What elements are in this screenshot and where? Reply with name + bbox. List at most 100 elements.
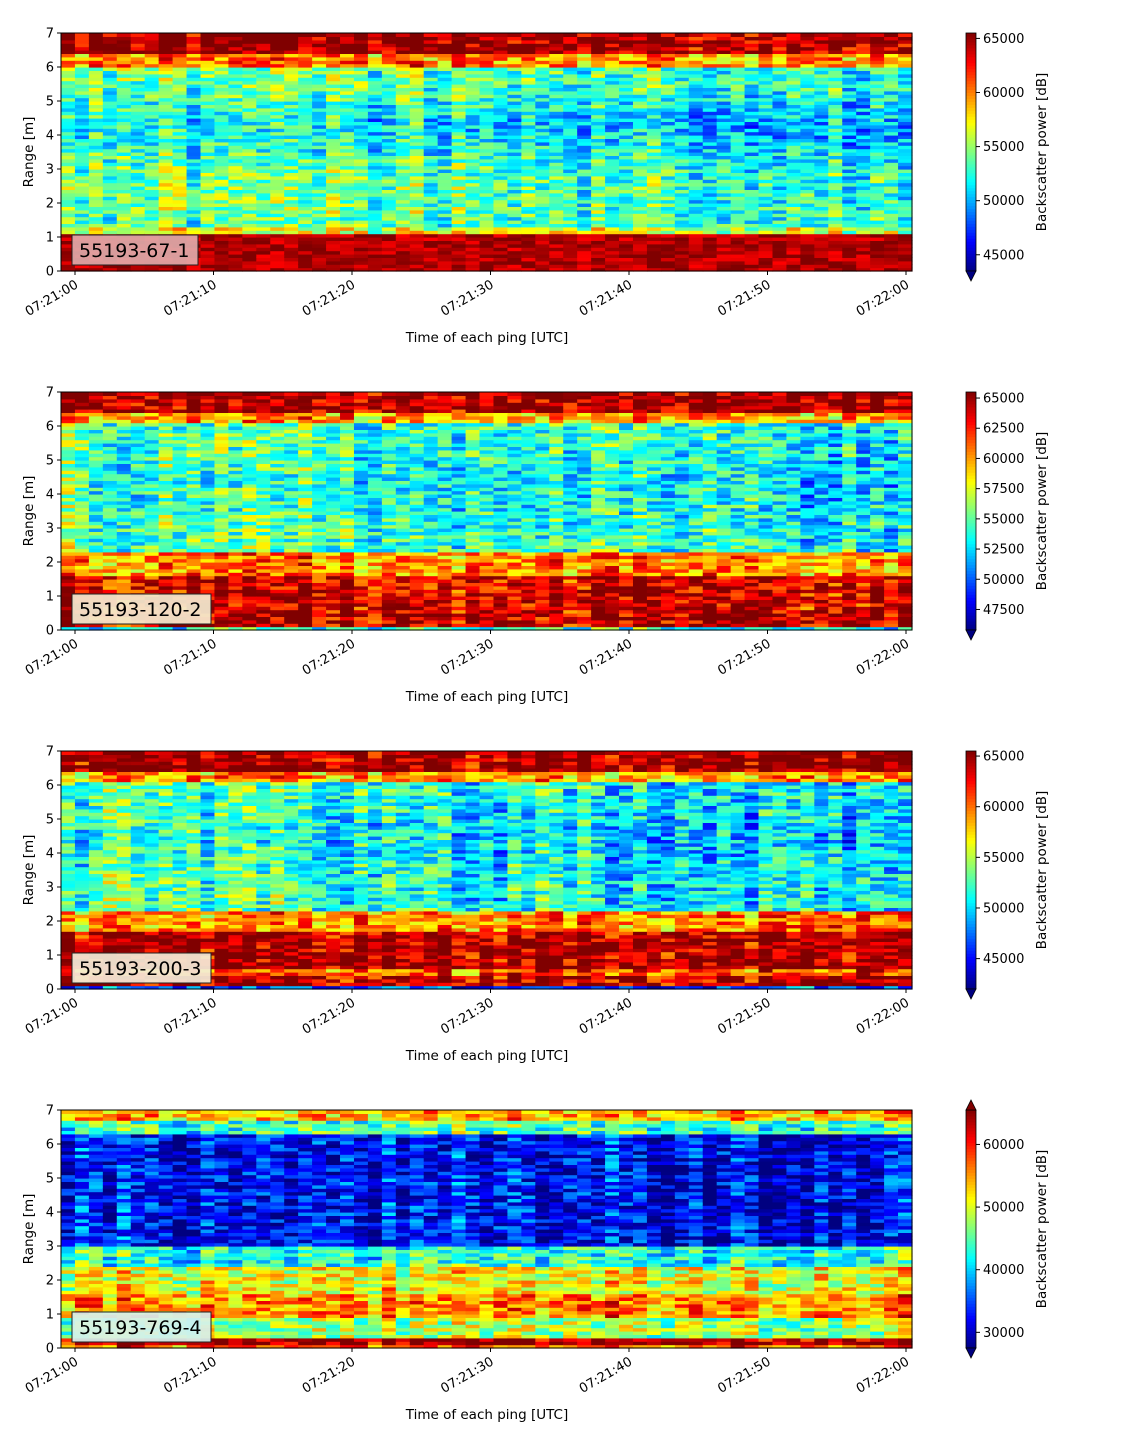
heatmap-cell: [61, 419, 76, 423]
heatmap-cell: [340, 264, 355, 268]
heatmap-cell: [842, 251, 857, 255]
heatmap-cell: [354, 159, 369, 163]
heatmap-cell: [689, 183, 704, 187]
heatmap-cell: [438, 210, 453, 214]
heatmap-cell: [452, 217, 467, 221]
heatmap-cell: [424, 176, 439, 180]
heatmap-cell: [424, 33, 439, 37]
heatmap-cell: [535, 227, 550, 231]
colorbar-segment: [966, 259, 976, 262]
heatmap-cell: [75, 33, 90, 37]
heatmap-cell: [368, 251, 383, 255]
heatmap-cell: [800, 132, 815, 136]
heatmap-cell: [856, 159, 871, 163]
heatmap-cell: [214, 217, 229, 221]
heatmap-cell: [298, 227, 313, 231]
heatmap-cell: [75, 436, 90, 440]
heatmap-cell: [703, 33, 718, 37]
heatmap-cell: [842, 176, 857, 180]
heatmap-cell: [577, 149, 592, 153]
heatmap-cell: [675, 210, 690, 214]
heatmap-cell: [856, 251, 871, 255]
heatmap-cell: [661, 132, 676, 136]
heatmap-cell: [870, 200, 885, 204]
heatmap-cell: [396, 193, 411, 197]
heatmap-cell: [772, 217, 787, 221]
heatmap-cell: [214, 264, 229, 268]
heatmap-cell: [717, 234, 732, 238]
heatmap-cell: [605, 132, 620, 136]
heatmap-cell: [424, 234, 439, 238]
colorbar-segment: [966, 235, 976, 238]
heatmap-cell: [382, 193, 397, 197]
heatmap-cell: [131, 453, 146, 457]
heatmap-cell: [159, 419, 174, 423]
heatmap-cell: [187, 33, 202, 37]
heatmap-cell: [312, 193, 327, 197]
heatmap-cell: [703, 166, 718, 170]
heatmap-cell: [396, 251, 411, 255]
heatmap-cell: [228, 264, 243, 268]
heatmap-cell: [661, 217, 676, 221]
heatmap-cell: [800, 142, 815, 146]
heatmap-cell: [103, 392, 118, 396]
heatmap-cell: [549, 33, 564, 37]
y-tick-label: 1: [46, 231, 54, 246]
heatmap-cell: [396, 210, 411, 214]
heatmap-cell: [438, 264, 453, 268]
heatmap-cell: [312, 264, 327, 268]
heatmap-cell: [786, 210, 801, 214]
heatmap-cell: [103, 33, 118, 37]
heatmap-cell: [745, 251, 760, 255]
colorbar-segment: [966, 93, 976, 96]
heatmap-cell: [312, 159, 327, 163]
heatmap-cell: [745, 264, 760, 268]
heatmap-cell: [131, 392, 146, 396]
heatmap-cell: [800, 193, 815, 197]
colorbar-segment: [966, 256, 976, 259]
heatmap-cell: [898, 142, 913, 146]
colorbar-segment: [966, 170, 976, 173]
heatmap-cell: [703, 149, 718, 153]
colorbar-segment: [966, 179, 976, 182]
heatmap-cell: [228, 149, 243, 153]
heatmap-cell: [480, 210, 495, 214]
heatmap-cell: [828, 244, 843, 248]
heatmap-cell: [256, 193, 271, 197]
heatmap-cell: [368, 159, 383, 163]
colorbar-segment: [966, 155, 976, 158]
heatmap-cell: [521, 33, 536, 37]
heatmap-cell: [145, 487, 160, 491]
heatmap-cell: [703, 251, 718, 255]
heatmap-cell: [605, 193, 620, 197]
heatmap-cell: [856, 33, 871, 37]
heatmap-cell: [438, 183, 453, 187]
heatmap-cell: [89, 200, 104, 204]
heatmap-cell: [354, 33, 369, 37]
heatmap-cell: [159, 453, 174, 457]
heatmap-cell: [326, 166, 341, 170]
heatmap-cell: [354, 234, 369, 238]
heatmap-cell: [633, 176, 648, 180]
heatmap-cell: [382, 159, 397, 163]
heatmap-cell: [424, 217, 439, 221]
heatmap-cell: [438, 200, 453, 204]
heatmap-cell: [382, 251, 397, 255]
heatmap-cell: [242, 149, 257, 153]
heatmap-cell: [800, 227, 815, 231]
colorbar-segment: [966, 84, 976, 87]
heatmap-cell: [563, 210, 578, 214]
heatmap-cell: [842, 33, 857, 37]
heatmap-cell: [452, 227, 467, 231]
heatmap-cell: [535, 210, 550, 214]
heatmap-cell: [549, 264, 564, 268]
heatmap-cell: [256, 149, 271, 153]
heatmap-cell: [368, 234, 383, 238]
heatmap-cell: [591, 166, 606, 170]
heatmap-cell: [870, 227, 885, 231]
heatmap-cell: [242, 142, 257, 146]
heatmap-cell: [731, 33, 746, 37]
heatmap-cell: [228, 183, 243, 187]
heatmap-cell: [521, 142, 536, 146]
heatmap-cell: [242, 244, 257, 248]
